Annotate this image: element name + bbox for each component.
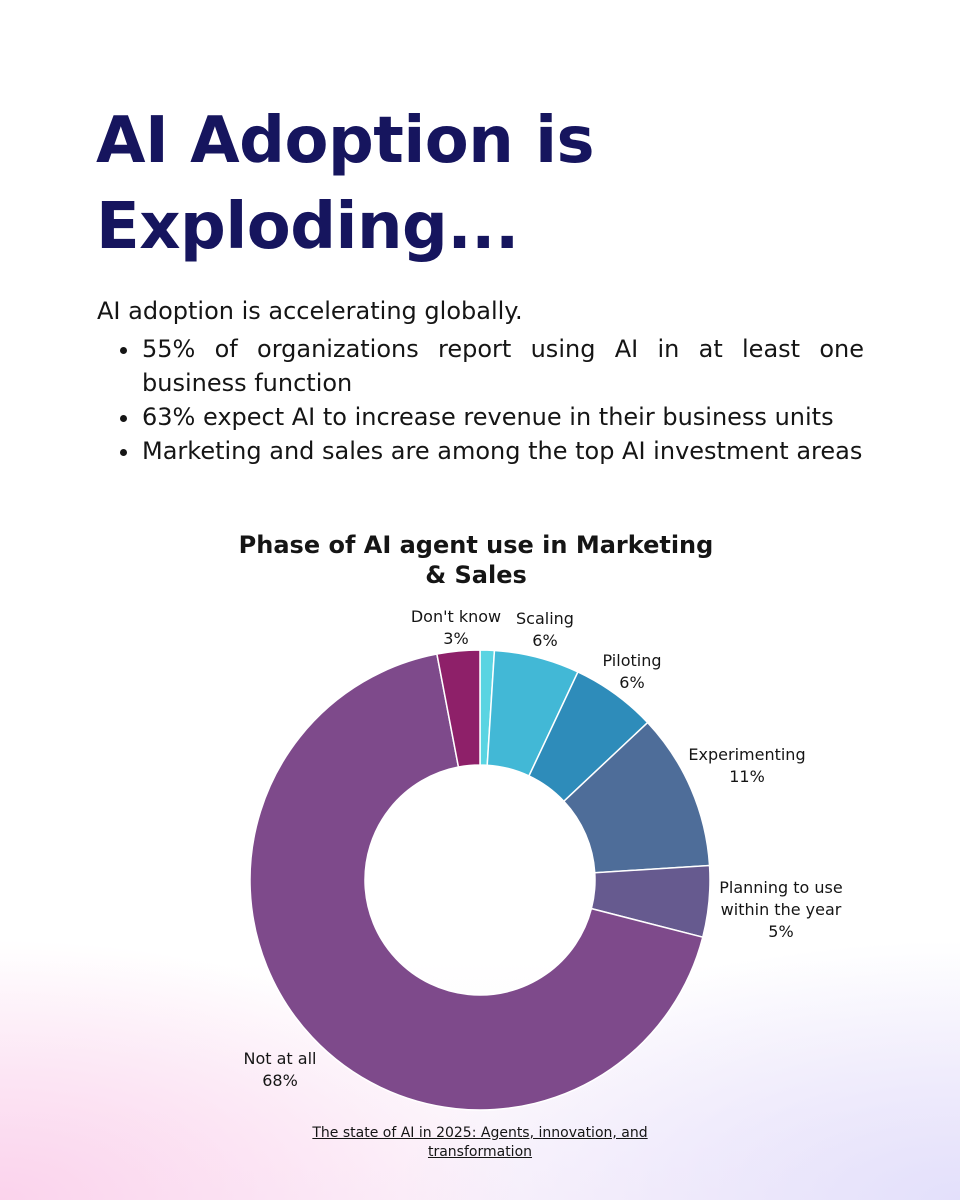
data-label-don-t-know: Don't know 3% [411, 607, 501, 648]
data-label-planning-to-use-within-the-year: Planning to use within the year 5% [719, 878, 842, 941]
donut-slice-don-t-know [436, 649, 481, 768]
title-line-2: Exploding... [96, 190, 519, 264]
source-line-1[interactable]: The state of AI in 2025: Agents, innovat… [312, 1125, 648, 1141]
source-link[interactable]: The state of AI in 2025: Agents, innovat… [280, 1124, 680, 1162]
bullet-item: Marketing and sales are among the top AI… [114, 434, 864, 468]
title-line-1: AI Adoption is [96, 104, 595, 178]
donut-slice-not-at-all [249, 653, 704, 1111]
chart-title: Phase of AI agent use in Marketing & Sal… [238, 531, 714, 589]
bullet-item: 63% expect AI to increase revenue in the… [114, 400, 864, 434]
source-line-2[interactable]: transformation [427, 1144, 533, 1160]
bullet-list: 55% of organizations report using AI in … [114, 332, 864, 468]
page-title: AI Adoption is Exploding... [96, 98, 896, 270]
data-label-experimenting: Experimenting 11% [688, 745, 805, 786]
intro-text: AI adoption is accelerating globally. [97, 297, 523, 325]
bullet-item: 55% of organizations report using AI in … [114, 332, 864, 400]
data-label-scaling: Scaling 6% [516, 609, 574, 650]
data-label-not-at-all: Not at all 68% [244, 1049, 317, 1090]
data-label-piloting: Piloting 6% [603, 651, 662, 692]
